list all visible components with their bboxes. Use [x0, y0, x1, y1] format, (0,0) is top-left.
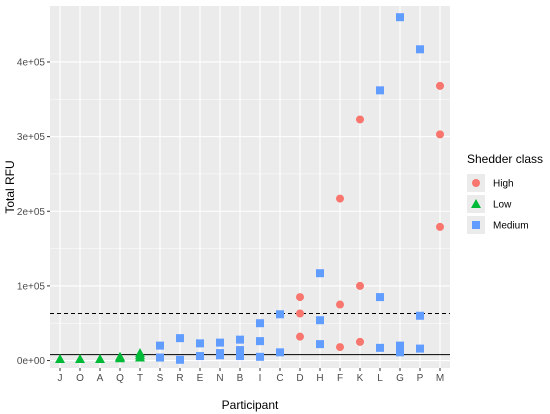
x-tick-label: A	[97, 373, 104, 384]
x-tick-label: C	[276, 373, 283, 384]
y-tick-label: 3e+05	[17, 132, 46, 143]
x-tick-label: O	[76, 373, 84, 384]
legend-keys: High Low Medium	[467, 174, 529, 234]
data-point-medium	[256, 352, 264, 361]
x-tick-label: F	[337, 373, 343, 384]
x-tick-label: I	[259, 373, 262, 384]
data-point-medium	[376, 86, 384, 95]
data-point-medium	[416, 311, 424, 320]
data-point-medium	[396, 348, 404, 357]
data-point-medium	[276, 310, 284, 319]
data-point-high	[296, 309, 304, 318]
legend-label-medium: Medium	[493, 221, 529, 232]
data-point-medium	[396, 341, 404, 350]
data-point-medium	[316, 316, 324, 325]
data-point-high	[356, 337, 364, 346]
data-point-medium	[216, 338, 224, 347]
data-point-medium	[236, 335, 244, 344]
legend-key-high	[472, 179, 480, 187]
x-tick-label: L	[377, 373, 383, 384]
data-point-low	[55, 354, 65, 364]
data-points	[55, 13, 444, 364]
data-point-high	[436, 130, 444, 139]
x-tick-label: P	[417, 373, 424, 384]
x-tick-label: B	[237, 373, 244, 384]
data-point-high	[436, 81, 444, 90]
legend-label-low: Low	[493, 200, 512, 211]
x-tick-label: Q	[116, 373, 124, 384]
data-point-medium	[196, 352, 204, 361]
x-tick-label: R	[176, 373, 183, 384]
plot-panel	[50, 6, 450, 368]
data-point-high	[436, 222, 444, 231]
data-point-medium	[156, 353, 164, 362]
grid-major	[50, 6, 450, 368]
data-point-medium	[316, 269, 324, 278]
x-tick-label: E	[197, 373, 204, 384]
grid-minor	[50, 99, 450, 324]
legend: Shedder class High Low Medium	[467, 152, 543, 234]
x-tick-label: K	[357, 373, 364, 384]
data-point-medium	[416, 344, 424, 353]
x-tick-label: M	[436, 373, 444, 384]
data-point-high	[356, 281, 364, 290]
legend-label-high: High	[493, 179, 514, 190]
data-point-medium	[216, 351, 224, 360]
data-point-medium	[236, 352, 244, 361]
data-point-medium	[156, 341, 164, 350]
data-point-high	[336, 194, 344, 203]
data-point-high	[336, 343, 344, 352]
data-point-medium	[276, 348, 284, 357]
data-point-medium	[376, 343, 384, 352]
y-tick-label: 0e+00	[17, 356, 46, 367]
data-point-low	[95, 354, 105, 364]
data-point-medium	[196, 339, 204, 348]
data-point-medium	[316, 340, 324, 349]
x-tick-label: N	[216, 373, 223, 384]
data-point-medium	[256, 337, 264, 346]
x-tick-label: G	[396, 373, 404, 384]
x-tick-label: J	[58, 373, 63, 384]
legend-key-medium	[472, 221, 480, 229]
reference-lines	[50, 313, 450, 356]
y-tick-label: 1e+05	[17, 281, 46, 292]
legend-key-low	[471, 199, 481, 208]
x-tick-label: D	[296, 373, 303, 384]
data-point-medium	[256, 319, 264, 328]
data-point-medium	[176, 355, 184, 364]
x-tick-label: H	[316, 373, 323, 384]
data-point-medium	[376, 293, 384, 302]
x-tick-label: S	[157, 373, 164, 384]
data-point-medium	[396, 13, 404, 22]
y-tick-label: 4e+05	[17, 57, 46, 68]
data-point-high	[356, 115, 364, 124]
data-point-medium	[236, 346, 244, 355]
data-point-low	[75, 354, 85, 364]
legend-title: Shedder class	[467, 152, 543, 166]
x-axis-title: Participant	[222, 398, 279, 412]
data-point-high	[336, 300, 344, 309]
y-tick-label: 2e+05	[17, 207, 46, 218]
data-point-high	[296, 293, 304, 302]
data-point-low	[115, 351, 125, 361]
data-point-high	[296, 332, 304, 341]
y-axis-ticks: 0e+00 1e+05 2e+05 3e+05 4e+05	[17, 57, 50, 367]
x-tick-label: T	[137, 373, 143, 384]
data-point-low	[135, 348, 145, 358]
data-point-medium	[176, 334, 184, 343]
y-axis-title: Total RFU	[3, 160, 17, 213]
data-point-medium	[416, 45, 424, 54]
